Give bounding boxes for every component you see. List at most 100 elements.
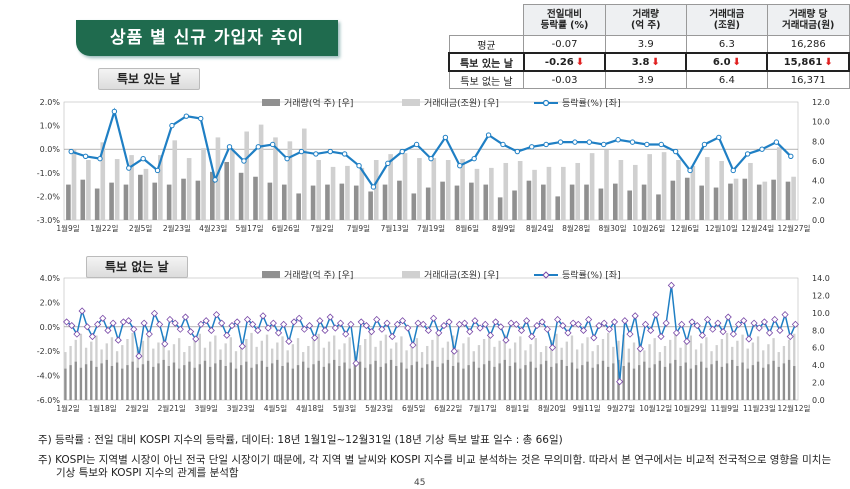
volume-bar (123, 184, 129, 220)
volume-bar (157, 363, 160, 400)
volume-bar (152, 182, 158, 220)
pct-marker (327, 148, 333, 155)
value-bar (158, 155, 163, 220)
header-text: 전일대비 등락률 (%) (540, 9, 589, 31)
x-tick-label: 2월23일 (163, 223, 191, 233)
value-bar (517, 161, 523, 220)
pct-marker (678, 320, 686, 328)
pct-marker (68, 322, 76, 330)
volume-bar (80, 179, 86, 220)
pct-marker (126, 165, 132, 171)
header-text: 거래대금 (조원) (709, 9, 745, 31)
pct-marker (357, 318, 365, 326)
volume-bar (389, 359, 393, 400)
pct-marker (255, 144, 261, 150)
pct-marker (529, 144, 535, 150)
x-tick-label: 4월18일 (296, 403, 324, 413)
pct-marker (636, 345, 644, 353)
legend-value-swatch (402, 99, 420, 106)
pct-marker (657, 332, 665, 341)
volume-bar (728, 183, 733, 220)
summary-value: 3.9 (637, 38, 654, 50)
volume-bar (265, 366, 269, 400)
chart1-subtitle: 특보 있는 날 (98, 68, 200, 90)
pct-marker (228, 322, 236, 330)
value-bar (561, 166, 566, 220)
volume-bar (648, 367, 651, 400)
volume-bar (699, 185, 704, 220)
footnote-1: 주) 등락률 : 전일 대비 KOSPI 지수의 등락률, 데이터: 18년 1… (38, 434, 563, 446)
pct-marker (557, 139, 564, 145)
pct-marker (238, 342, 246, 350)
value-bar (186, 158, 192, 220)
pct-marker (579, 326, 588, 335)
volume-bar (632, 368, 636, 400)
summary-value: -0.26 (544, 56, 574, 68)
volume-bar (526, 180, 532, 220)
volume-bar (188, 361, 191, 400)
pct-marker (187, 328, 195, 336)
pct-marker (183, 113, 190, 119)
y-left-tick-label: -1.0% (37, 169, 61, 178)
pct-marker (169, 122, 175, 129)
y-left-tick-label: 0.0% (40, 145, 61, 154)
volume-bar (756, 184, 762, 220)
pct-marker (471, 317, 479, 325)
volume-bar (746, 368, 749, 400)
pct-marker (218, 319, 226, 327)
value-bar (86, 160, 91, 220)
pct-marker (514, 148, 521, 155)
pct-marker (734, 320, 743, 328)
pct-marker (791, 320, 799, 328)
value-bar (676, 160, 681, 220)
pct-marker (430, 314, 438, 322)
pct-marker (68, 148, 74, 155)
plot-area (63, 101, 799, 221)
pct-marker (729, 330, 737, 338)
pct-marker (63, 318, 71, 326)
volume-bar (126, 365, 129, 400)
volume-bar (565, 366, 568, 400)
value-bar (143, 168, 149, 220)
pct-marker (683, 337, 691, 346)
volume-bar (713, 187, 719, 220)
pct-marker (342, 330, 350, 338)
volume-bar (115, 362, 119, 400)
pct-marker (166, 315, 174, 324)
down-arrow-icon: ⬇ (575, 56, 585, 68)
pct-marker (111, 108, 118, 115)
summary-cell: 6.4 (685, 70, 768, 89)
header-text: 거래량 (억 주) (631, 9, 661, 31)
pct-marker (393, 320, 401, 328)
pct-marker (500, 141, 506, 148)
volume-bar (508, 366, 512, 400)
pct-marker (745, 335, 753, 343)
x-tick-label: 8월6일 (456, 223, 479, 233)
volume-bar (183, 365, 186, 400)
volume-bar (136, 367, 139, 400)
y-left-tick-label: -6.0% (37, 396, 61, 405)
volume-bar (612, 363, 615, 400)
pct-marker (373, 315, 381, 324)
volume-bar (771, 179, 776, 220)
summary-row-label: 평균 (448, 35, 525, 54)
pct-marker (590, 334, 598, 342)
x-tick-label: 11월9일 (711, 403, 739, 413)
pct-marker (313, 151, 319, 157)
pct-marker (701, 141, 708, 148)
volume-bar (524, 365, 527, 400)
pct-marker (610, 318, 619, 326)
volume-bar (767, 364, 770, 400)
volume-bar (513, 362, 517, 400)
value-bar (215, 137, 221, 220)
value-bar (258, 124, 264, 220)
pct-marker (156, 320, 164, 328)
volume-bar (214, 363, 217, 400)
pct-marker (766, 329, 774, 337)
pct-marker (457, 163, 463, 169)
volume-bar (601, 360, 605, 400)
pct-marker (285, 337, 293, 346)
volume-bar (555, 363, 558, 400)
value-bar (503, 162, 509, 220)
page-number: 45 (414, 478, 426, 488)
